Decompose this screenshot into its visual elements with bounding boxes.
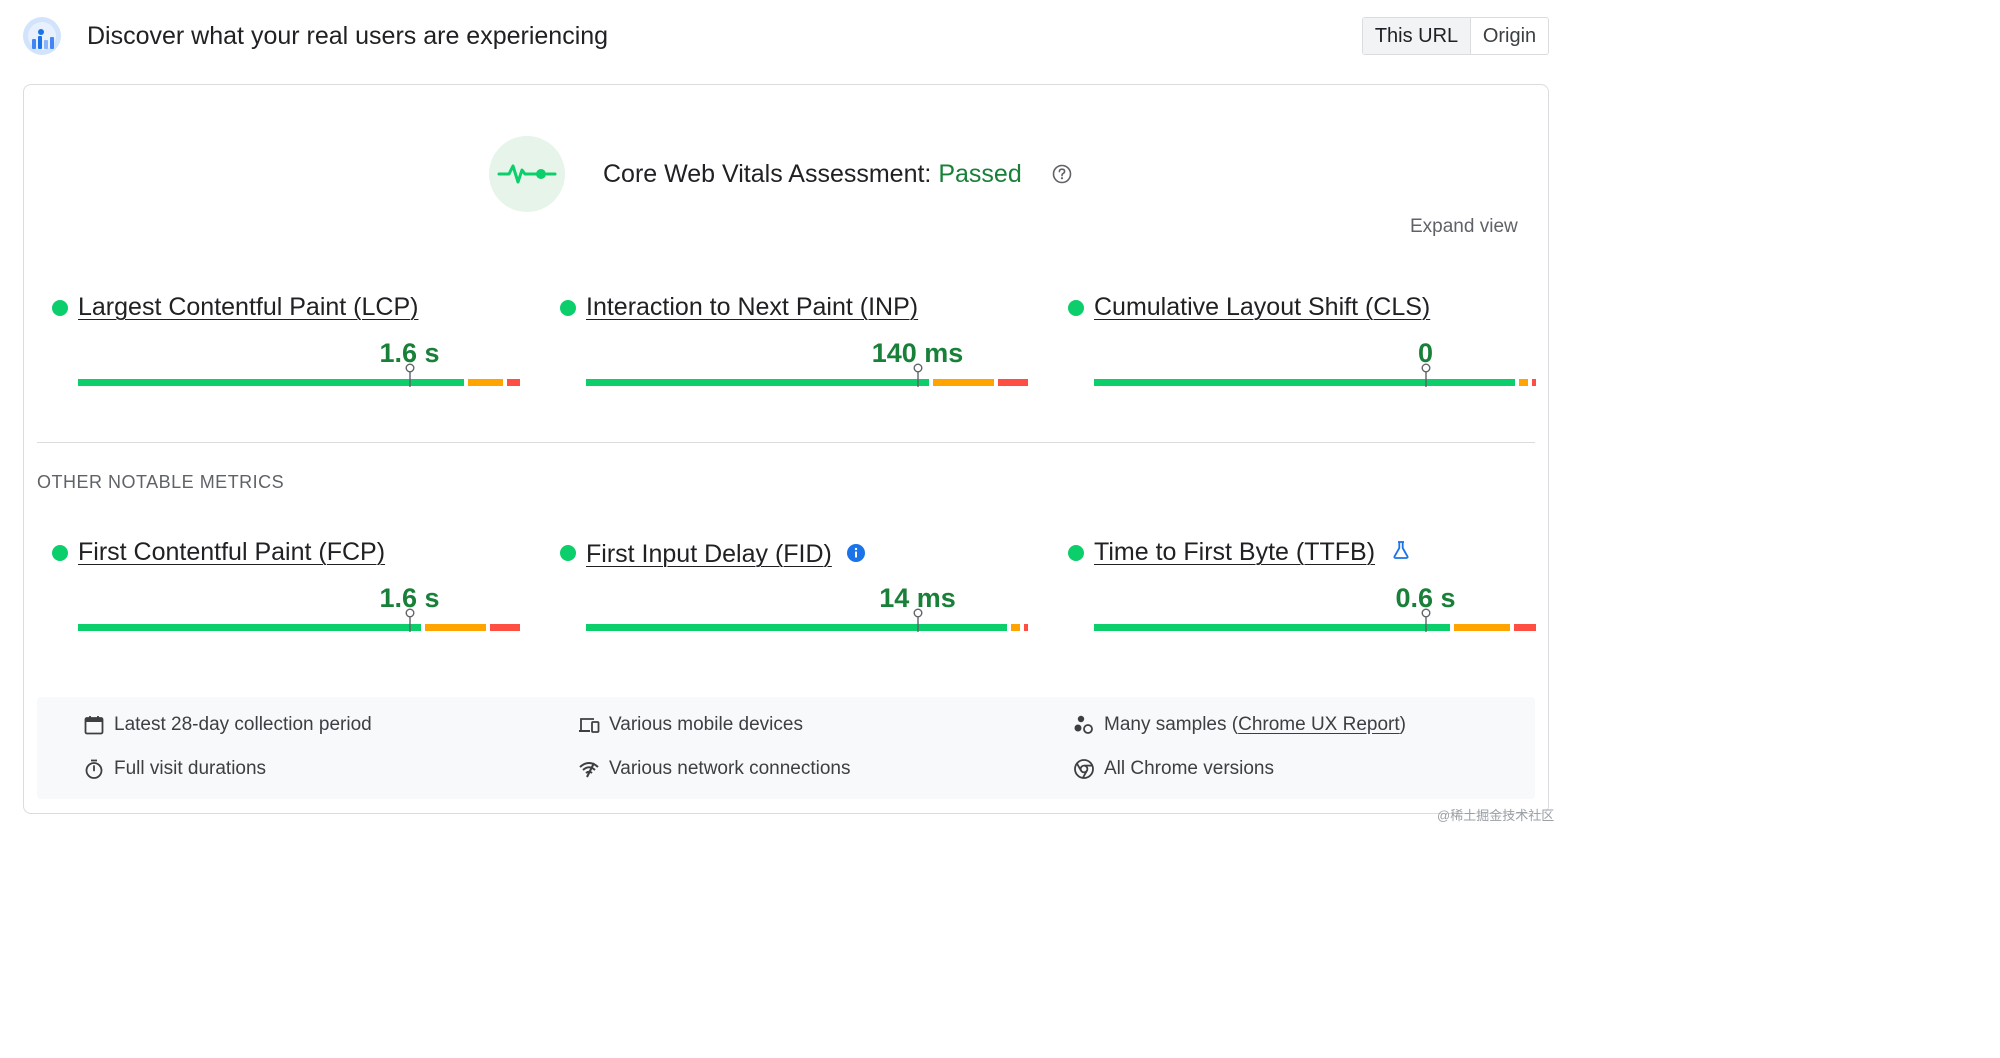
distribution-bar (1094, 379, 1536, 386)
p75-marker-icon (1421, 363, 1430, 387)
distribution-bar (1094, 624, 1536, 631)
distribution-segment-poor (1023, 624, 1028, 631)
distribution-segment-good (586, 624, 1007, 631)
distribution-segment-good (1094, 624, 1450, 631)
section-divider (37, 442, 1535, 443)
expand-view-link[interactable]: Expand view (1410, 216, 1518, 237)
metric-fid: First Input Delay (FID) 14 ms (560, 532, 1030, 652)
metric-name-link[interactable]: First Input Delay (FID) (586, 540, 832, 568)
status-dot (52, 300, 68, 316)
status-dot (560, 300, 576, 316)
distribution-segment-needs-improvement (424, 624, 486, 631)
metric-value: 14 ms (879, 583, 956, 613)
experimental-flask-icon (1393, 541, 1409, 559)
chrome-ux-report-link[interactable]: Chrome UX Report (1238, 714, 1400, 735)
metric-name-link[interactable]: Cumulative Layout Shift (CLS) (1094, 293, 1431, 321)
devices-icon (579, 718, 600, 733)
url-origin-toggle: This URL Origin (1362, 17, 1549, 55)
distribution-segment-needs-improvement (1453, 624, 1511, 631)
distribution-bar (586, 624, 1028, 631)
metric-cls: Cumulative Layout Shift (CLS) 0 (1068, 287, 1538, 407)
info-samples: Many samples (Chrome UX Report) (1073, 710, 1406, 740)
p75-marker-icon (405, 363, 414, 387)
timer-icon (85, 759, 103, 779)
p75-marker-icon (1421, 608, 1430, 632)
info-icon[interactable] (846, 543, 866, 563)
distribution-segment-poor (1514, 624, 1536, 631)
watermark: @稀土掘金技术社区 (1437, 808, 1555, 823)
metric-name-link[interactable]: Time to First Byte (TTFB) (1094, 538, 1376, 566)
distribution-bar (586, 379, 1028, 386)
help-circle-icon[interactable] (1052, 164, 1072, 184)
other-metrics-heading: OTHER NOTABLE METRICS (37, 472, 285, 492)
distribution-segment-needs-improvement (932, 379, 994, 386)
assessment-label: Core Web Vitals Assessment: (603, 160, 932, 188)
status-dot (1068, 545, 1084, 561)
distribution-segment-good (78, 624, 421, 631)
samples-dots-icon (1074, 715, 1093, 734)
distribution-segment-poor (1531, 379, 1536, 386)
info-text: Various network connections (609, 758, 851, 779)
distribution-segment-good (78, 379, 465, 386)
network-signal-icon (579, 762, 599, 778)
distribution-segment-needs-improvement (1010, 624, 1020, 631)
distribution-segment-needs-improvement (1518, 379, 1528, 386)
this-url-button[interactable]: This URL (1363, 18, 1471, 54)
metric-ttfb: Time to First Byte (TTFB) 0.6 s (1068, 532, 1538, 652)
calendar-icon (84, 716, 104, 735)
info-devices: Various mobile devices (578, 710, 803, 740)
metric-value: 0 (1417, 338, 1434, 368)
collection-info-panel: Latest 28-day collection period Full vis… (37, 697, 1535, 799)
info-text: All Chrome versions (1104, 758, 1274, 779)
metric-fcp: First Contentful Paint (FCP) 1.6 s (52, 532, 522, 652)
info-collection-period: Latest 28-day collection period (83, 710, 372, 740)
distribution-bar (78, 379, 520, 386)
assessment-status: Passed (938, 160, 1022, 188)
info-text-suffix: ) (1399, 714, 1406, 735)
metric-value: 1.6 s (379, 583, 440, 613)
origin-button[interactable]: Origin (1482, 24, 1537, 47)
p75-marker-icon (405, 608, 414, 632)
distribution-segment-poor (489, 624, 520, 631)
status-dot (52, 545, 68, 561)
distribution-segment-poor (506, 379, 520, 386)
p75-marker-icon (913, 363, 922, 387)
heartbeat-icon (489, 136, 565, 212)
metric-value: 0.6 s (1395, 583, 1456, 613)
info-network: Various network connections (578, 754, 851, 784)
info-text: Full visit durations (114, 758, 267, 779)
distribution-segment-good (586, 379, 929, 386)
info-text: Latest 28-day collection period (114, 714, 372, 735)
chrome-icon (1074, 759, 1094, 779)
distribution-segment-good (1094, 379, 1515, 386)
p75-marker-icon (913, 608, 922, 632)
metric-lcp: Largest Contentful Paint (LCP) 1.6 s (52, 287, 522, 407)
metric-name-link[interactable]: Interaction to Next Paint (INP) (586, 293, 919, 321)
crux-report-icon (23, 17, 61, 55)
status-dot (560, 545, 576, 561)
distribution-segment-poor (997, 379, 1028, 386)
info-chrome-versions: All Chrome versions (1073, 754, 1274, 784)
distribution-bar (78, 624, 520, 631)
info-visit-durations: Full visit durations (83, 754, 266, 784)
distribution-segment-needs-improvement (468, 379, 503, 386)
metric-name-link[interactable]: Largest Contentful Paint (LCP) (78, 293, 419, 321)
info-text: Many samples ( (1104, 714, 1239, 735)
page-title: Discover what your real users are experi… (87, 22, 609, 50)
metric-value: 1.6 s (379, 338, 440, 368)
info-text: Various mobile devices (609, 714, 803, 735)
metric-inp: Interaction to Next Paint (INP) 140 ms (560, 287, 1030, 407)
status-dot (1068, 300, 1084, 316)
field-data-card (23, 84, 1549, 814)
metric-name-link[interactable]: First Contentful Paint (FCP) (78, 538, 386, 566)
assessment-title: Core Web Vitals Assessment: Passed (603, 157, 1022, 191)
metric-value: 140 ms (871, 338, 964, 368)
